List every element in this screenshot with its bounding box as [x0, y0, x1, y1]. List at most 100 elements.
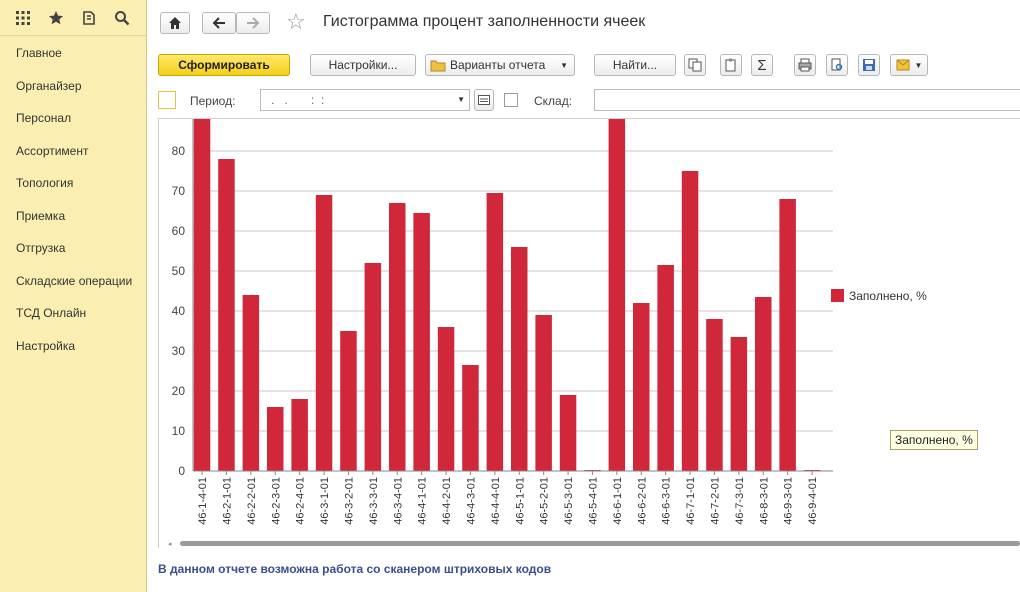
save-icon[interactable]: [858, 54, 880, 76]
print-icon[interactable]: [794, 54, 816, 76]
x-tick-label: 46-2-1-01: [221, 477, 233, 525]
x-tick-label: 46-7-3-01: [734, 477, 746, 525]
x-tick-label: 46-6-1-01: [612, 477, 624, 525]
sidebar-item[interactable]: Настройка: [16, 338, 76, 353]
bar: [755, 297, 772, 471]
bar: [681, 171, 699, 471]
period-label: Период:: [190, 94, 236, 108]
x-tick-label: 46-2-4-01: [295, 477, 307, 525]
bar: [511, 247, 528, 471]
sidebar-item[interactable]: Отгрузка: [16, 241, 66, 255]
bar: [779, 199, 796, 471]
y-tick-label: 10: [172, 424, 186, 438]
y-tick-label: 20: [172, 384, 186, 398]
x-tick-label: 46-5-2-01: [539, 477, 551, 525]
period-field[interactable]: . . : : ▼: [260, 89, 470, 111]
back-button[interactable]: [202, 12, 236, 34]
histogram-chart: 0 10 20 30 40 50 60 70 80 46-1-4-01 46-2-1-01 46-2-…: [172, 119, 927, 525]
sidebar-toolbar: [0, 0, 146, 36]
y-tick-label: 70: [172, 184, 186, 198]
main-content: ☆ Гистограмма процент заполненности ячее…: [148, 0, 1020, 592]
chevron-down-icon: ▼: [560, 60, 568, 70]
find-button[interactable]: Найти...: [594, 54, 676, 76]
print-preview-icon[interactable]: [826, 54, 848, 76]
x-tick-label: 46-1-4-01: [197, 477, 209, 525]
sidebar-item[interactable]: Топология: [16, 176, 74, 190]
x-tick-label: 46-2-2-01: [246, 477, 258, 525]
sidebar-item[interactable]: Персонал: [16, 111, 72, 125]
copy-icon[interactable]: [684, 54, 706, 76]
report-variants-button[interactable]: Варианты отчета ▼: [425, 54, 575, 76]
bar: [608, 119, 626, 471]
bar: [291, 399, 308, 471]
barcode-scanner-hint: В данном отчете возможна работа со скане…: [158, 562, 552, 576]
search-icon[interactable]: [105, 3, 138, 33]
y-tick-label: 80: [172, 144, 186, 158]
star-icon[interactable]: [39, 3, 72, 33]
x-tick-label: 46-9-4-01: [807, 477, 819, 525]
y-tick-label: 50: [172, 264, 186, 278]
period-value: . . : :: [271, 93, 325, 107]
warehouse-field[interactable]: [594, 89, 1020, 111]
favorite-star-icon[interactable]: ☆: [286, 9, 306, 34]
generate-button[interactable]: Сформировать: [158, 54, 290, 76]
sidebar-item[interactable]: Складские операции: [16, 273, 133, 288]
send-email-button[interactable]: ▼: [890, 54, 928, 76]
x-tick-label: 46-4-2-01: [441, 477, 453, 525]
x-tick-label: 46-4-4-01: [490, 477, 502, 525]
x-tick-label: 46-5-1-01: [514, 477, 526, 525]
x-tick-label: 46-6-3-01: [661, 477, 673, 525]
envelope-icon: [896, 59, 910, 71]
x-tick-label: 46-3-3-01: [368, 477, 380, 525]
bar: [193, 119, 211, 471]
bar: [218, 159, 235, 471]
y-tick-label: 60: [172, 224, 186, 238]
calendar-icon[interactable]: [474, 89, 494, 111]
bar: [267, 407, 284, 471]
warehouse-use-checkbox[interactable]: [504, 93, 518, 107]
bar: [242, 295, 260, 471]
sidebar-item[interactable]: Органайзер: [16, 78, 82, 93]
x-tick-label: 46-4-3-01: [465, 477, 477, 525]
page-title: Гистограмма процент заполненности ячеек: [323, 13, 646, 30]
legend-swatch: [831, 289, 844, 302]
sidebar-item[interactable]: Ассортимент: [16, 143, 89, 158]
legend-label: Заполнено, %: [849, 289, 927, 303]
home-button[interactable]: [160, 12, 190, 34]
sum-icon[interactable]: Σ: [751, 54, 773, 76]
x-tick-label: 46-3-2-01: [343, 477, 355, 525]
forward-button[interactable]: [236, 12, 270, 34]
scrollbar-thumb[interactable]: [180, 541, 1020, 546]
history-icon[interactable]: [72, 3, 105, 33]
horizontal-scrollbar[interactable]: ◂: [168, 540, 1020, 548]
home-icon: [169, 17, 181, 29]
bar: [413, 213, 430, 471]
sidebar-item[interactable]: ТСД Онлайн: [16, 306, 87, 320]
sidebar-item[interactable]: Главное: [16, 46, 62, 60]
scroll-left-icon[interactable]: ◂: [168, 541, 172, 548]
bar: [535, 315, 552, 471]
report-chart-area: 0 10 20 30 40 50 60 70 80 46-1-4-01 46-2-1-01 46-2-…: [158, 118, 1020, 548]
y-tick-label: 0: [178, 464, 185, 478]
x-tick-label: 46-8-3-01: [758, 477, 770, 525]
bar: [364, 263, 382, 471]
settings-button[interactable]: Настройки...: [310, 54, 416, 76]
period-use-checkbox[interactable]: [158, 91, 176, 109]
x-tick-label: 46-2-3-01: [270, 477, 282, 525]
chevron-down-icon[interactable]: ▼: [457, 95, 465, 104]
arrow-right-icon: [247, 17, 260, 29]
arrow-left-icon: [212, 17, 225, 29]
x-tick-label: 46-5-4-01: [587, 477, 599, 525]
bar: [462, 365, 479, 471]
chart-tooltip: Заполнено, %: [890, 430, 978, 450]
bar: [657, 265, 674, 471]
x-tick-label: 46-6-2-01: [636, 477, 648, 525]
folder-icon: [430, 60, 446, 72]
apps-grid-icon[interactable]: [6, 3, 39, 33]
x-tick-label: 46-7-2-01: [709, 477, 721, 525]
sidebar-item[interactable]: Приемка: [16, 208, 66, 223]
bar: [389, 203, 406, 471]
x-tick-label: 46-5-3-01: [563, 477, 575, 525]
bar: [706, 319, 723, 471]
paste-icon[interactable]: [720, 54, 742, 76]
